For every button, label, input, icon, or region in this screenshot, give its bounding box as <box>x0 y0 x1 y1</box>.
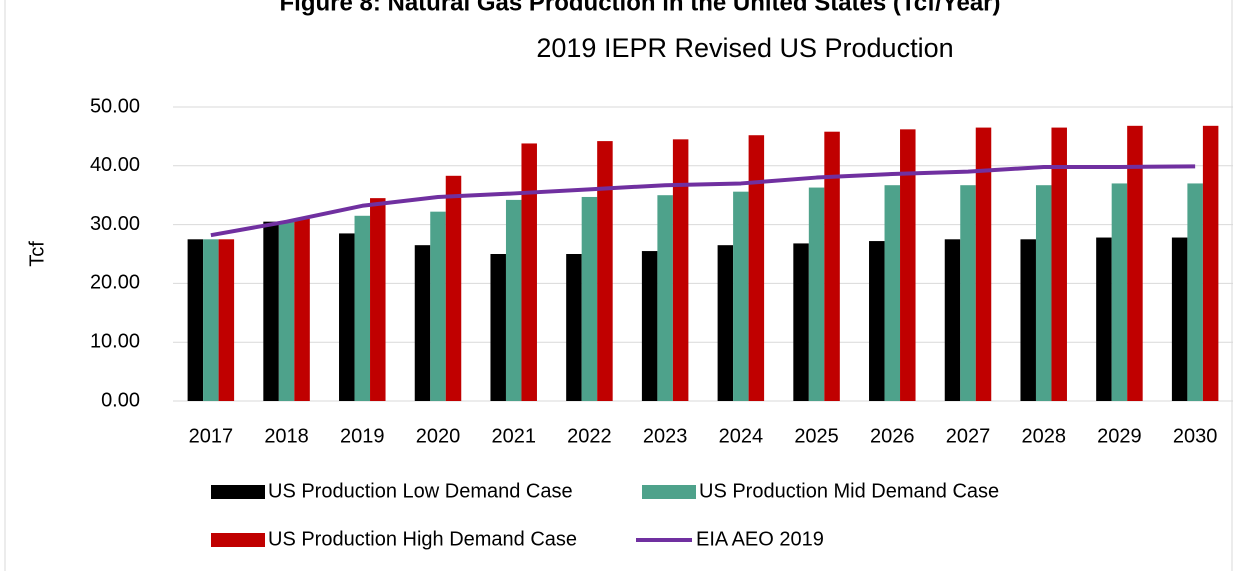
line <box>210 164 1196 238</box>
bar <box>414 245 431 401</box>
y-tick-label: 40.00 <box>90 154 140 176</box>
bar <box>733 191 749 401</box>
x-tick-label: 2022 <box>567 425 612 447</box>
x-tick-label: 2017 <box>189 425 234 447</box>
bar <box>869 241 885 401</box>
y-tick-label: 10.00 <box>90 330 140 352</box>
legend-label: EIA AEO 2019 <box>696 528 824 550</box>
bar <box>187 239 204 401</box>
y-tick-label: 50.00 <box>90 95 140 117</box>
bar <box>354 215 371 401</box>
legend-label: US Production High Demand Case <box>268 528 577 550</box>
bar <box>1111 183 1128 401</box>
y-tick-label: 20.00 <box>90 272 140 294</box>
x-tick-label: 2021 <box>491 425 536 447</box>
bar <box>824 131 840 402</box>
legend-swatch <box>642 485 696 499</box>
bar <box>1035 185 1052 401</box>
x-tick-label: 2019 <box>340 425 385 447</box>
bar <box>960 185 976 401</box>
x-tick-label: 2025 <box>794 425 839 447</box>
bar <box>203 239 219 401</box>
bar <box>672 139 689 401</box>
bar <box>900 129 916 401</box>
bar <box>581 196 598 401</box>
x-tick-label: 2029 <box>1097 425 1142 447</box>
bar <box>884 185 901 401</box>
bar <box>278 221 295 401</box>
y-tick-label: 30.00 <box>90 213 140 235</box>
chart-subtitle: 2019 IEPR Revised US Production <box>536 33 953 63</box>
bar <box>1051 127 1067 401</box>
bar <box>566 254 582 401</box>
y-axis-label: Tcf <box>26 241 48 267</box>
x-tick-label: 2018 <box>264 425 309 447</box>
bar <box>263 221 279 401</box>
bar <box>808 187 825 401</box>
y-tick-label: 0.00 <box>101 389 140 411</box>
bar <box>1096 237 1112 401</box>
x-tick-label: 2028 <box>1021 425 1066 447</box>
bar <box>1020 239 1036 401</box>
bar <box>597 141 613 401</box>
bar <box>370 198 386 401</box>
bar <box>294 218 310 401</box>
bar <box>490 254 506 401</box>
bar <box>339 233 355 401</box>
chart-frame <box>4 0 1233 571</box>
bar <box>657 195 673 401</box>
bar <box>641 251 658 401</box>
bar <box>218 239 235 401</box>
bar <box>748 135 765 401</box>
x-tick-label: 2023 <box>643 425 688 447</box>
bar <box>793 243 809 401</box>
x-tick-label: 2030 <box>1173 425 1218 447</box>
bar <box>445 175 462 401</box>
bar <box>1127 125 1143 401</box>
legend-swatch <box>211 485 265 499</box>
bar <box>1187 183 1203 401</box>
bar <box>975 127 992 401</box>
bar <box>1202 125 1219 401</box>
bar <box>1171 237 1188 401</box>
bar <box>430 211 446 401</box>
x-tick-label: 2024 <box>719 425 764 447</box>
x-tick-label: 2026 <box>870 425 915 447</box>
bar <box>505 199 522 401</box>
legend-swatch <box>211 533 265 547</box>
bar <box>944 239 961 401</box>
chart-title: Figure 8: Natural Gas Production in the … <box>279 0 1000 16</box>
bar <box>521 143 537 401</box>
legend-label: US Production Low Demand Case <box>268 480 573 502</box>
x-tick-label: 2027 <box>946 425 991 447</box>
bar <box>717 245 734 401</box>
x-tick-label: 2020 <box>416 425 461 447</box>
legend-label: US Production Mid Demand Case <box>699 480 999 502</box>
